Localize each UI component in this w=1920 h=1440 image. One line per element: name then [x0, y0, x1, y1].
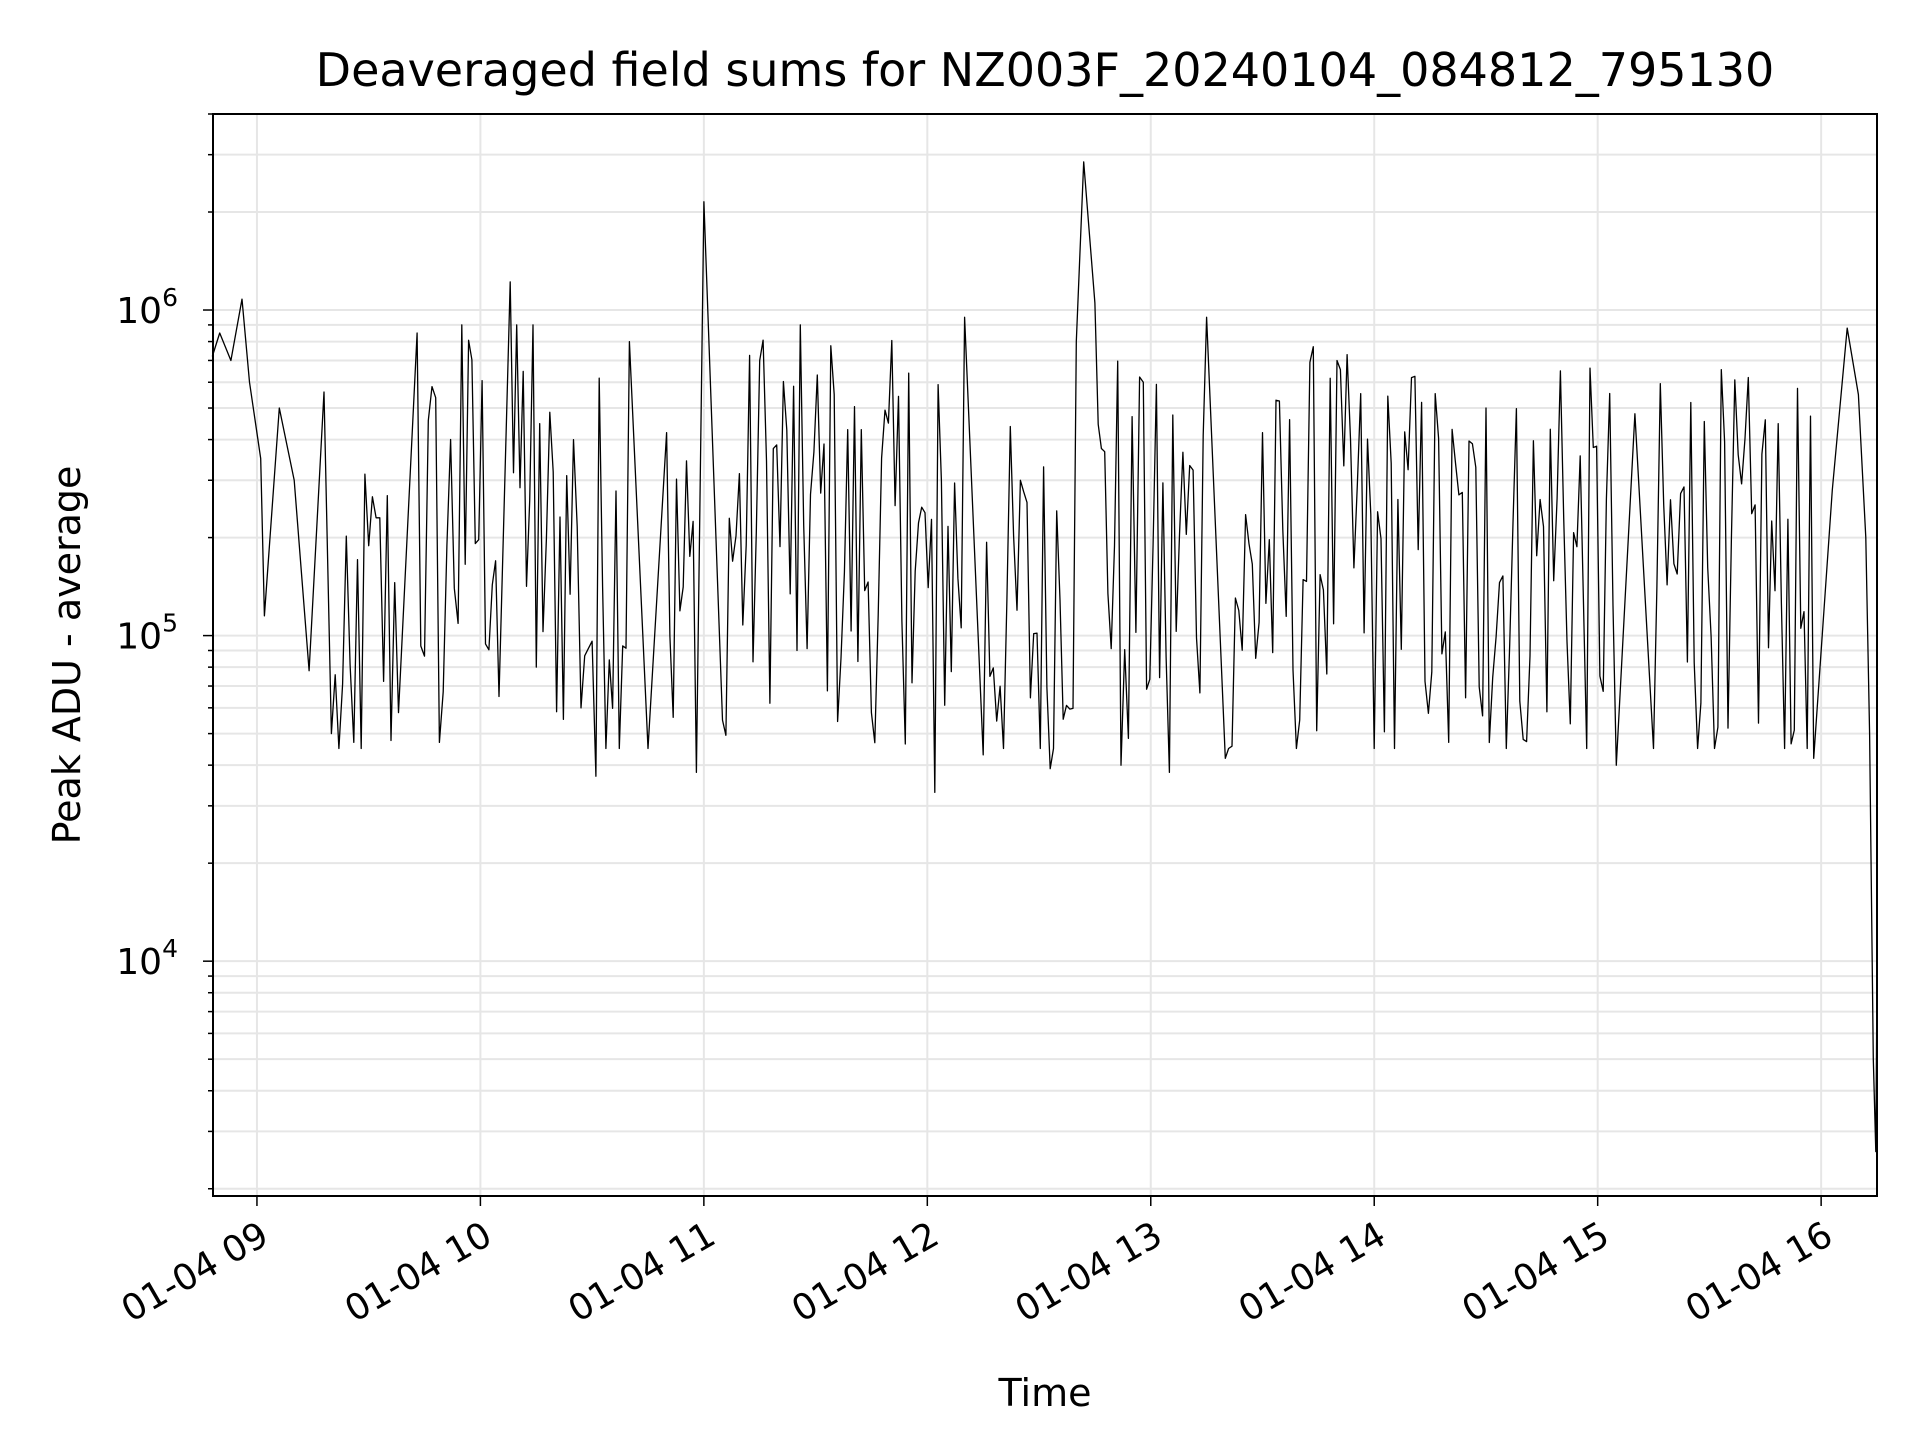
y-axis: 104 105 106	[116, 113, 213, 1190]
grid	[213, 113, 1877, 1196]
series-line	[211, 161, 1878, 1153]
plot-frame	[212, 113, 1878, 1197]
y-axis-label: Peak ADU - average	[45, 466, 89, 845]
y-tick-label: 105	[116, 609, 178, 658]
x-axis-label: Time	[998, 1371, 1092, 1415]
y-tick-label: 104	[116, 934, 178, 983]
y-tick-label: 106	[116, 283, 178, 332]
chart-title: Deaveraged field sums for NZ003F_2024010…	[316, 43, 1775, 97]
